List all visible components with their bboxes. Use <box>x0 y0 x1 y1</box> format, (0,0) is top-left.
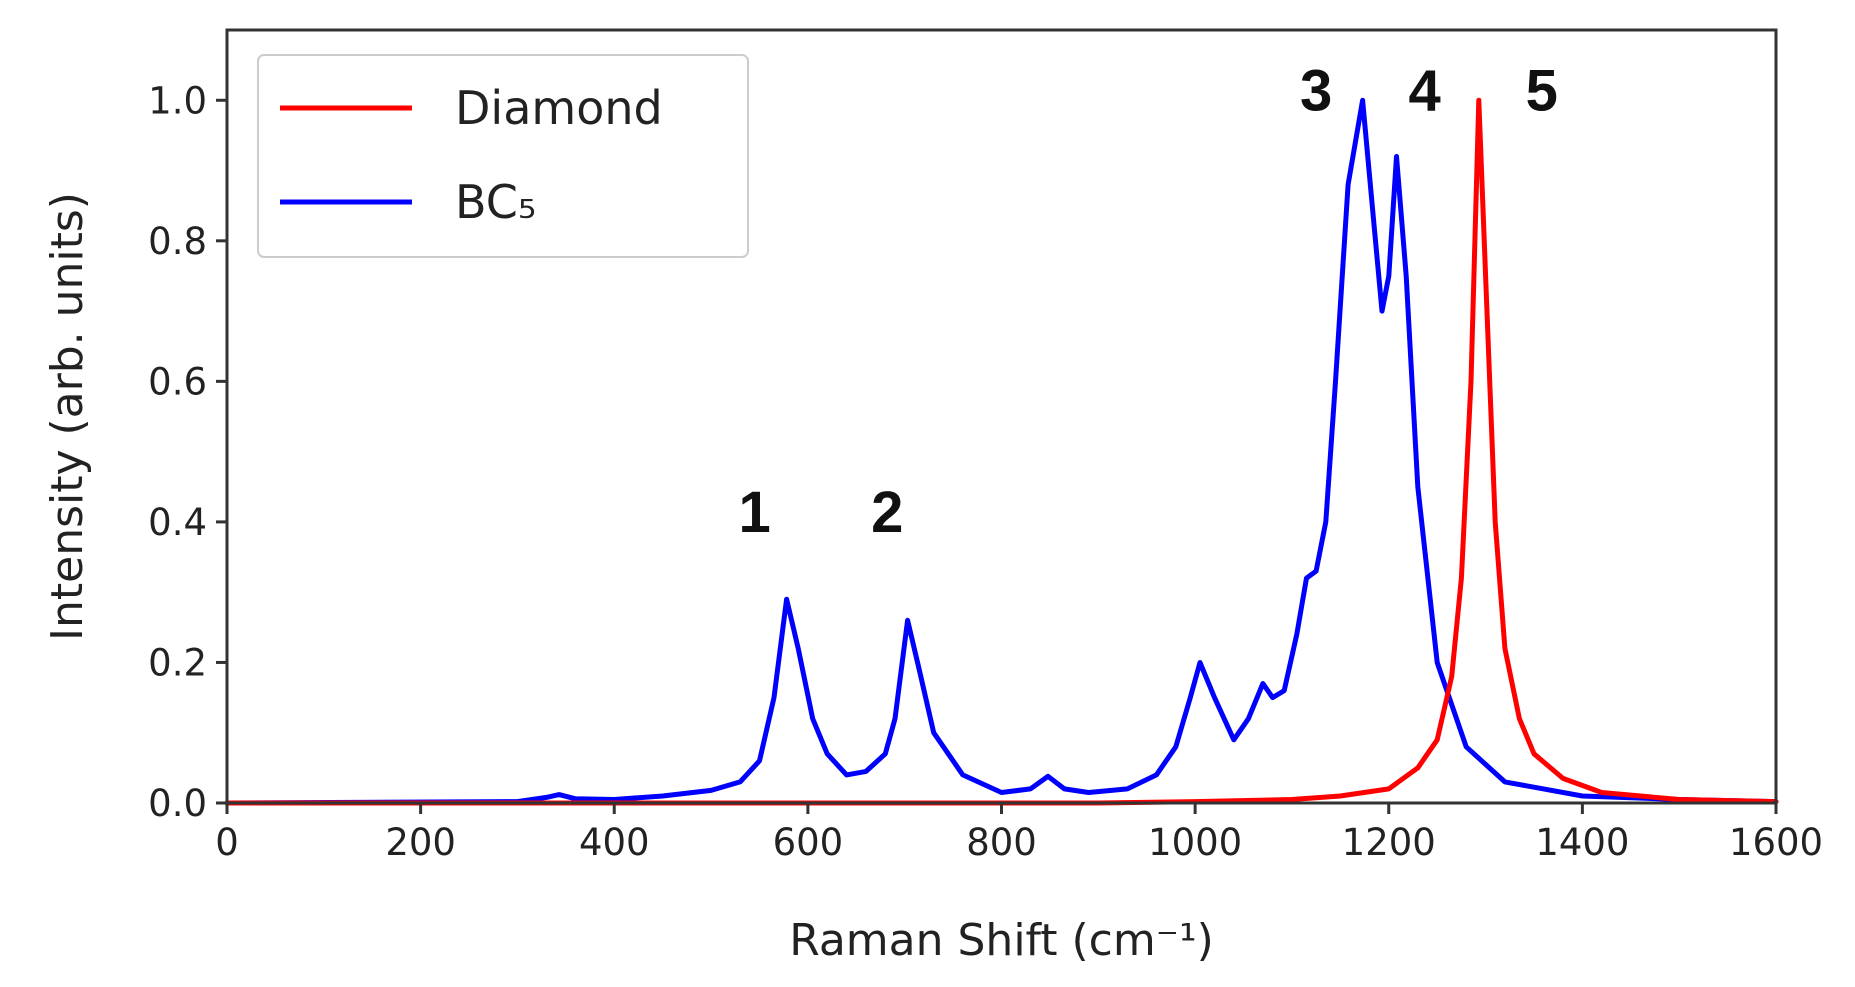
y-tick-label: 0.6 <box>148 360 207 403</box>
y-tick-label: 0.2 <box>148 641 207 684</box>
peak-label: 5 <box>1526 58 1558 123</box>
peak-labels: 1 2 3 4 5 <box>738 58 1557 545</box>
legend-label: BC₅ <box>455 175 536 229</box>
x-tick-label: 600 <box>773 821 844 864</box>
legend: Diamond BC₅ <box>257 54 749 258</box>
x-tick-label: 1600 <box>1729 821 1823 864</box>
x-axis: 0 200 400 600 800 1000 1200 1400 1600 <box>215 803 1823 864</box>
y-tick-label: 0.8 <box>148 220 207 263</box>
x-tick-label: 200 <box>385 821 456 864</box>
legend-label: Diamond <box>455 81 663 135</box>
y-tick-label: 0.0 <box>148 782 207 825</box>
y-axis: 0.0 0.2 0.4 0.6 0.8 1.0 <box>148 79 227 825</box>
x-tick-label: 1400 <box>1535 821 1629 864</box>
y-tick-label: 0.4 <box>148 501 207 544</box>
x-tick-label: 400 <box>579 821 650 864</box>
x-tick-label: 1200 <box>1342 821 1436 864</box>
series-line-bc5 <box>224 97 1779 806</box>
series-layer <box>224 97 1779 806</box>
peak-label: 3 <box>1300 58 1332 123</box>
peak-label: 2 <box>871 480 903 545</box>
series-line-diamond <box>224 97 1779 806</box>
peak-label: 4 <box>1408 58 1440 123</box>
x-tick-label: 800 <box>966 821 1037 864</box>
x-axis-label: Raman Shift (cm⁻¹) <box>789 915 1214 966</box>
y-axis-label: Intensity (arb. units) <box>42 192 93 641</box>
x-tick-label: 0 <box>215 821 239 864</box>
y-tick-label: 1.0 <box>148 79 207 122</box>
peak-label: 1 <box>738 480 770 545</box>
x-tick-label: 1000 <box>1148 821 1242 864</box>
